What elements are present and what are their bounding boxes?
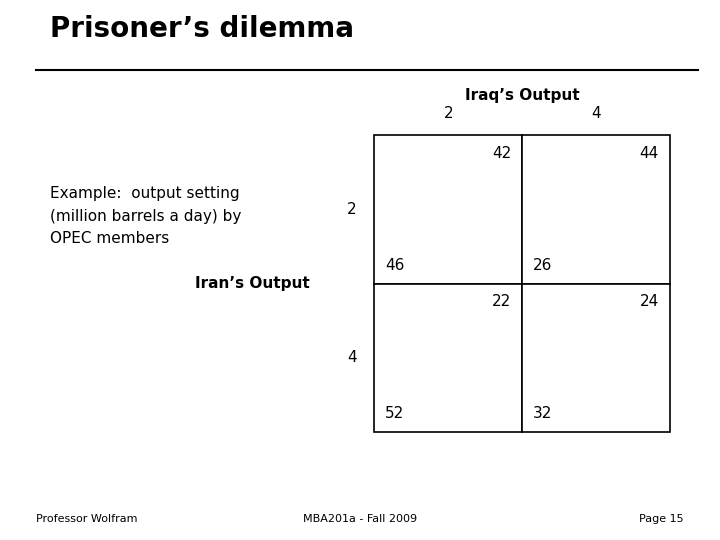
Text: 22: 22 [492,294,511,309]
Text: 46: 46 [385,258,405,273]
Text: 24: 24 [639,294,659,309]
Text: 32: 32 [533,406,552,421]
Text: 42: 42 [492,146,511,161]
Text: Example:  output setting
(million barrels a day) by
OPEC members: Example: output setting (million barrels… [50,186,242,246]
Text: 52: 52 [385,406,405,421]
Text: Iran’s Output: Iran’s Output [195,276,310,291]
Bar [522,284,670,432]
Text: 4: 4 [591,106,600,122]
Text: 44: 44 [639,146,659,161]
Bar [374,284,522,432]
Bar [522,135,670,284]
Text: 4: 4 [347,350,356,365]
Text: 2: 2 [444,106,453,122]
Text: 2: 2 [347,202,356,217]
Text: Professor Wolfram: Professor Wolfram [36,514,138,524]
Text: 26: 26 [533,258,552,273]
Bar [374,135,522,284]
Text: Iraq’s Output: Iraq’s Output [464,87,580,103]
Text: Page 15: Page 15 [639,514,684,524]
Text: MBA201a - Fall 2009: MBA201a - Fall 2009 [303,514,417,524]
Text: Prisoner’s dilemma: Prisoner’s dilemma [50,15,354,43]
